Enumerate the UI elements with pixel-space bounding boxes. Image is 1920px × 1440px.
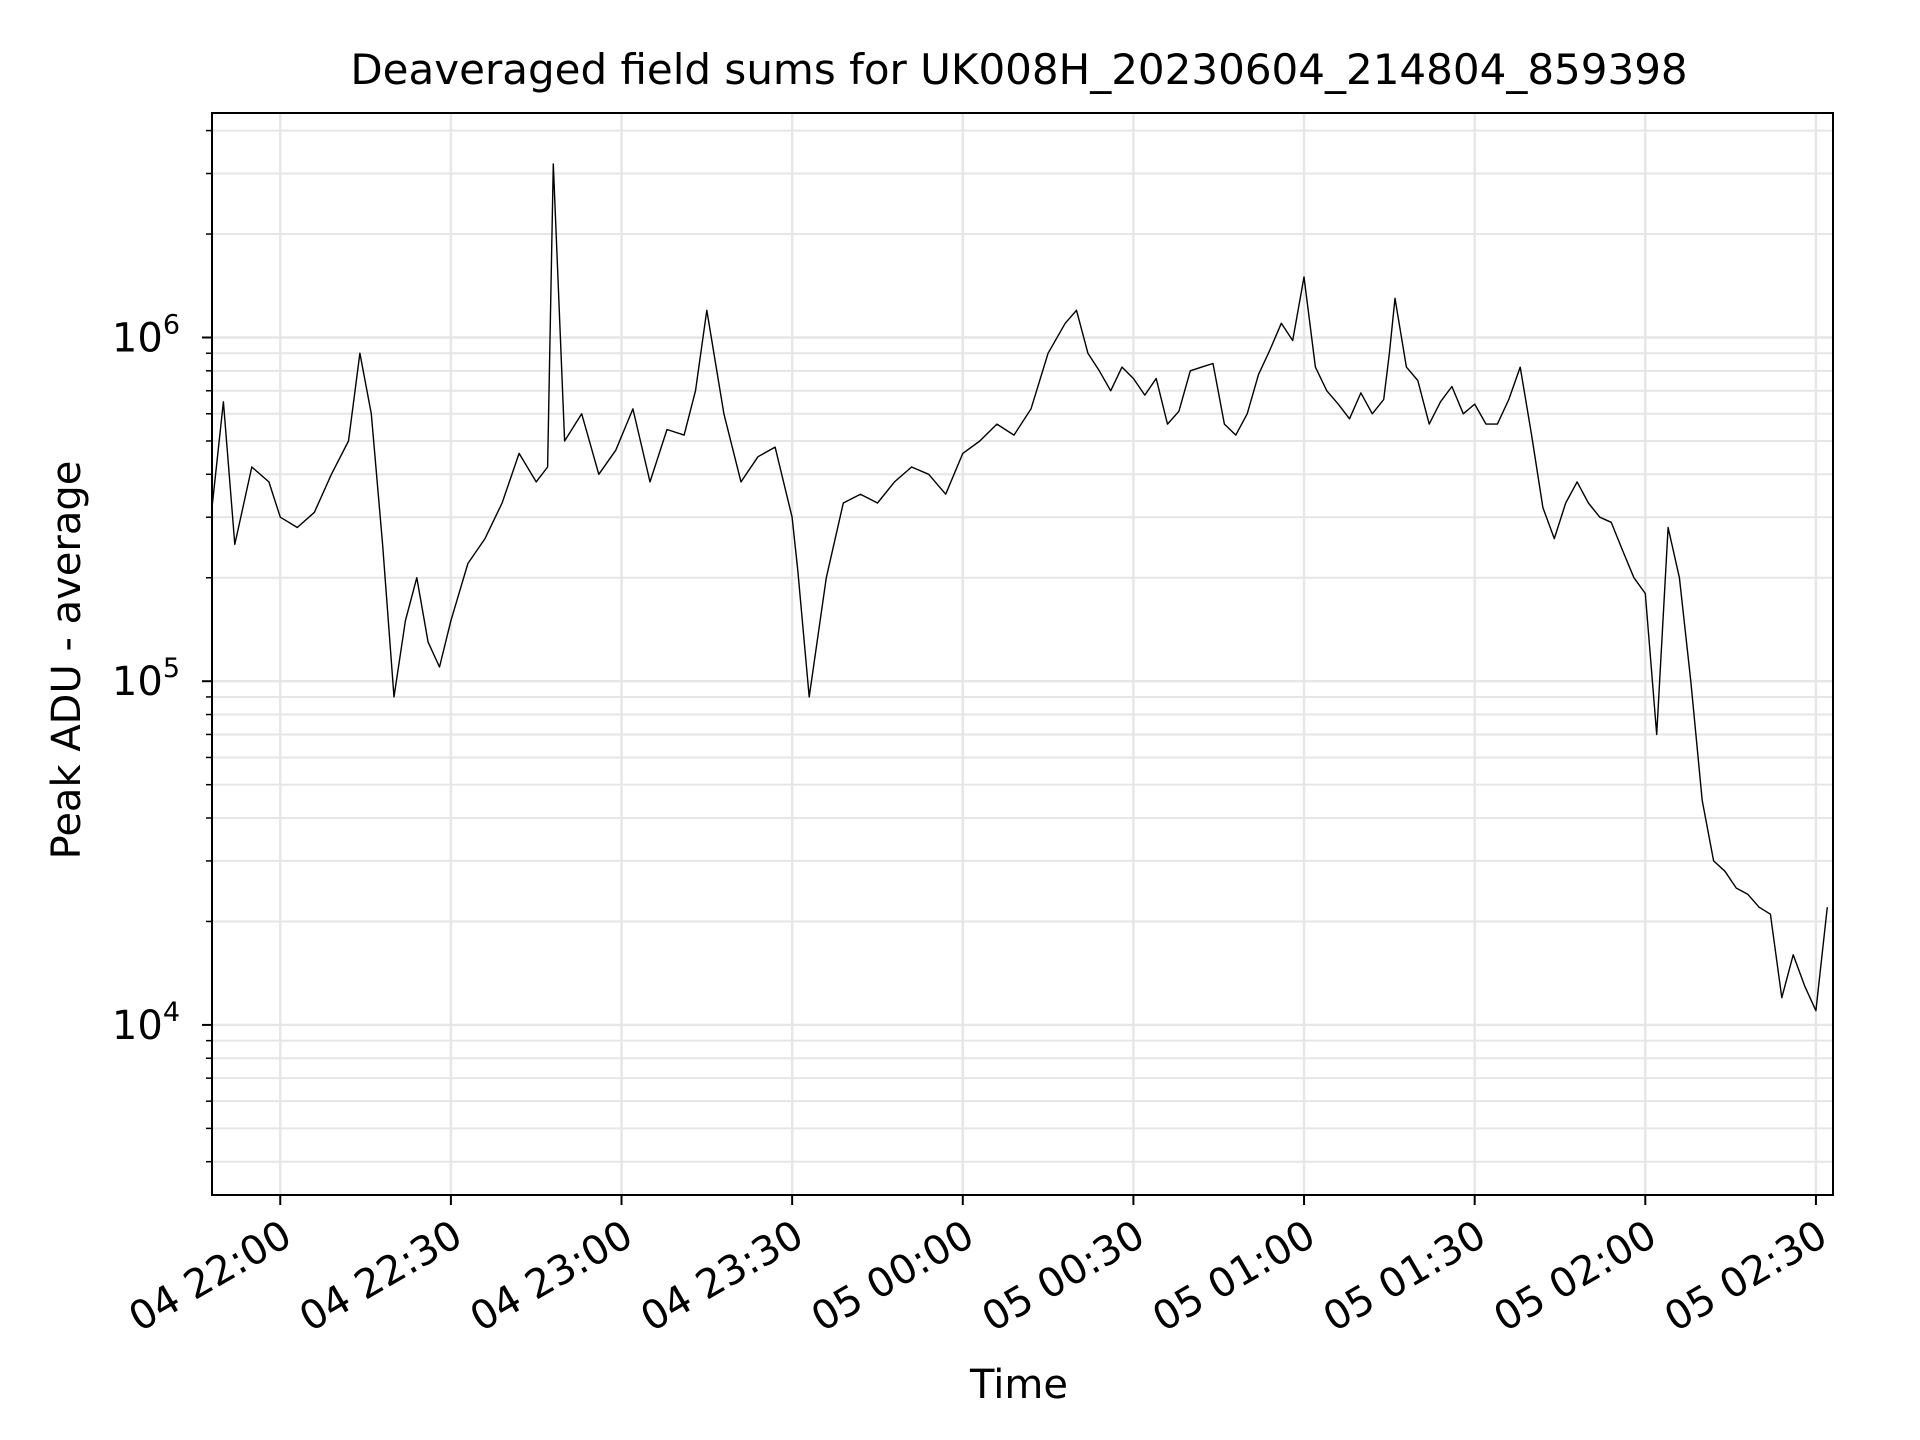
series-line [211, 163, 1828, 1012]
x-axis-label: Time [969, 1362, 1068, 1408]
y-axis-label: Peak ADU - average [44, 461, 90, 860]
y-tick-label: 104 [112, 997, 180, 1049]
y-tick-label: 105 [112, 653, 180, 705]
y-tick-label-base: 10 [112, 316, 163, 362]
y-tick-label: 106 [112, 310, 180, 362]
y-tick-label-base: 10 [112, 1003, 163, 1049]
series-layer [211, 163, 1828, 1012]
chart-title: Deaveraged field sums for UK008H_2023060… [350, 45, 1687, 94]
y-tick-label-exponent: 4 [163, 997, 180, 1028]
plot-frame [211, 112, 1834, 1196]
y-tick-label-exponent: 5 [163, 653, 180, 684]
y-tick-label-base: 10 [112, 659, 163, 705]
grid [212, 113, 1833, 1195]
y-tick-label-exponent: 6 [163, 310, 180, 341]
